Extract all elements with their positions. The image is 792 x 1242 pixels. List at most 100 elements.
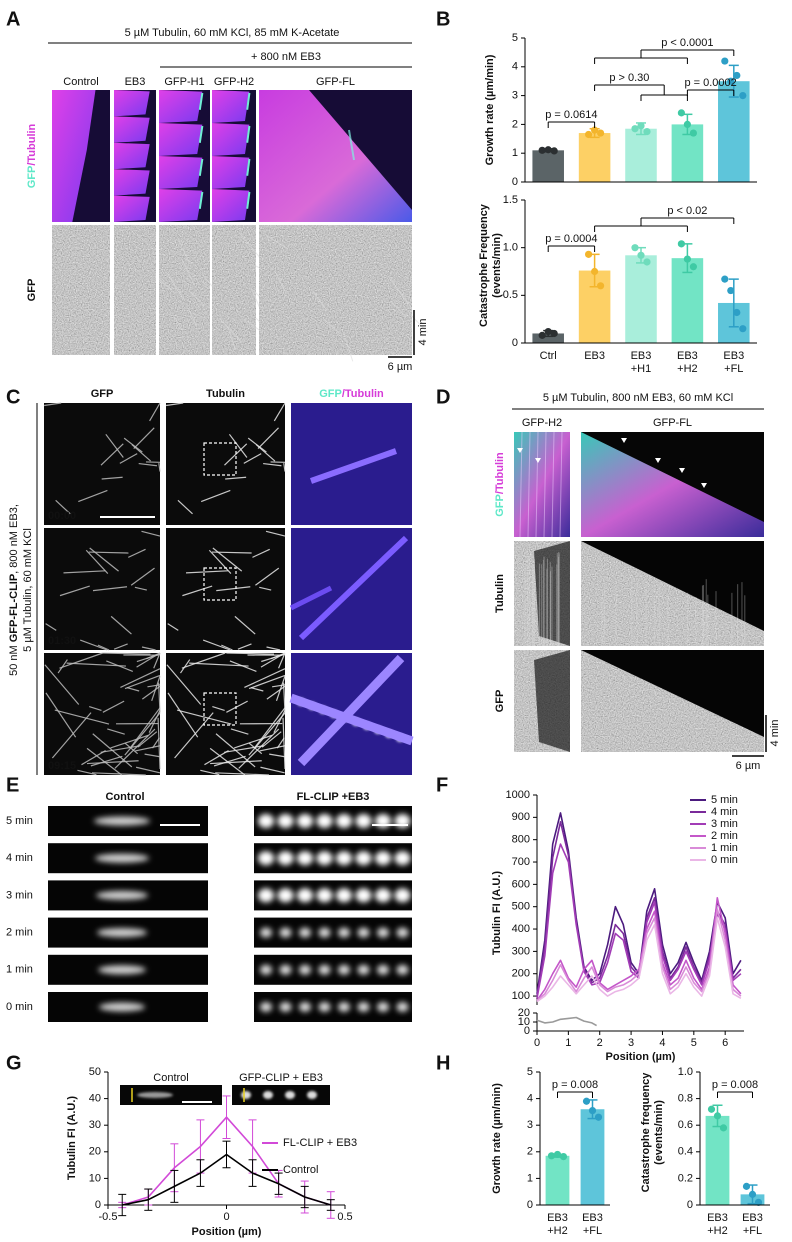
row-label: 2 min: [6, 927, 33, 939]
column-label: Control: [105, 791, 144, 803]
data-point: [550, 329, 558, 338]
scale-label: 4 min: [417, 319, 429, 346]
filament: [92, 586, 128, 592]
gfp-track: [227, 326, 236, 350]
y-axis-label: Growth rate (µm/min): [484, 54, 496, 165]
clip-blob: [307, 1091, 317, 1099]
legend-label: 5 min: [711, 794, 738, 806]
column-label: GFP-H2: [214, 76, 254, 88]
row-label: GFP: [494, 690, 506, 713]
arrowhead: [701, 483, 707, 488]
y-tick-label: 400: [512, 923, 530, 935]
filament: [213, 755, 246, 767]
microtubule: [212, 90, 250, 123]
clip-blob: [297, 851, 313, 866]
kymograph-gfp: [114, 225, 156, 355]
filament: [135, 745, 161, 752]
microtubule-blob: [99, 1002, 145, 1012]
kymograph-gfp: [52, 225, 110, 355]
filament: [234, 615, 256, 635]
bar: [532, 333, 564, 343]
filament: [141, 685, 161, 700]
data-point: [733, 308, 741, 317]
data-point: [754, 1198, 763, 1206]
blobs: [97, 927, 409, 938]
row-label-part: GFP: [26, 279, 38, 302]
empty-region: [581, 432, 764, 522]
column-label: GFP: [91, 388, 114, 400]
y-tick-label: 30: [89, 1119, 101, 1131]
column-label: EB3: [125, 76, 146, 88]
filament: [55, 499, 71, 515]
x-tick-label: EB3 +FL: [582, 1212, 603, 1237]
clip-blob: [277, 888, 294, 903]
filament: [248, 674, 286, 690]
filament: [126, 687, 140, 692]
filament: [204, 750, 229, 766]
filament: [229, 660, 257, 672]
filament: [148, 710, 161, 733]
y-tick-label: 1: [527, 1172, 533, 1184]
x-tick-label-line: EB3: [582, 1212, 603, 1224]
p-value: p = 0.008: [552, 1079, 598, 1091]
y-tick-label: 600: [512, 878, 530, 890]
y-tick-label: 0: [687, 1199, 693, 1211]
clip-blob: [258, 888, 274, 903]
data-point: [594, 1113, 603, 1121]
filament: [215, 733, 256, 768]
empty-region: [534, 541, 570, 646]
filament: [106, 660, 134, 672]
y-tick-label: 1.0: [678, 1066, 693, 1078]
clip-blob: [357, 927, 370, 938]
gfp-track: [178, 239, 191, 265]
clip-blob: [277, 851, 294, 866]
streak: [535, 431, 539, 538]
data-point: [538, 331, 546, 339]
y-tick-label: 0: [524, 1025, 530, 1037]
filament: [86, 747, 123, 776]
filament: [137, 731, 158, 748]
clip-blob: [263, 1091, 273, 1099]
microtubule: [114, 195, 150, 222]
scale-label: 6 µm: [388, 361, 413, 373]
clip-blob: [377, 1002, 389, 1012]
data-point: [631, 244, 639, 252]
clip-blob: [338, 927, 350, 938]
filament: [221, 644, 233, 651]
microtubule: [114, 116, 150, 143]
blobs: [96, 888, 411, 903]
clip-blob: [336, 888, 352, 903]
gfp-track: [218, 317, 242, 343]
data-point: [748, 1190, 757, 1198]
y-tick-label: 40: [89, 1093, 101, 1105]
x-tick-label: EB3 +FL: [742, 1212, 763, 1237]
filament: [167, 623, 179, 631]
data-point: [544, 327, 552, 336]
gfp-tip: [198, 92, 204, 110]
filament: [202, 639, 231, 651]
data-point: [683, 120, 692, 128]
filament: [120, 668, 161, 688]
filament: [228, 433, 248, 458]
clip-blob: [299, 927, 311, 938]
microtubule-blob: [94, 816, 150, 826]
gfp-track: [342, 331, 354, 362]
filament: [234, 734, 273, 749]
filament: [272, 684, 286, 688]
panel-title: 5 µM Tubulin, 60 mM KCl, 85 mM K-Acetate: [125, 27, 340, 39]
filament: [179, 659, 191, 674]
blobs: [95, 851, 411, 866]
clip-blob: [355, 851, 372, 866]
filament: [273, 710, 286, 733]
y-tick-label: 200: [512, 968, 530, 980]
data-point: [677, 109, 686, 117]
y-tick-label: 0.8: [678, 1093, 693, 1105]
gfp-streak: [348, 129, 355, 161]
clip-blob: [338, 1002, 350, 1012]
row-label-part: /Tubulin: [494, 452, 506, 494]
microtubule-blob: [97, 928, 147, 938]
microtubule-blob: [98, 965, 146, 975]
bar: [578, 133, 611, 182]
condition-label: 5 µM Tubulin, 60 mM KCl: [22, 528, 34, 652]
arrowhead: [655, 458, 661, 463]
